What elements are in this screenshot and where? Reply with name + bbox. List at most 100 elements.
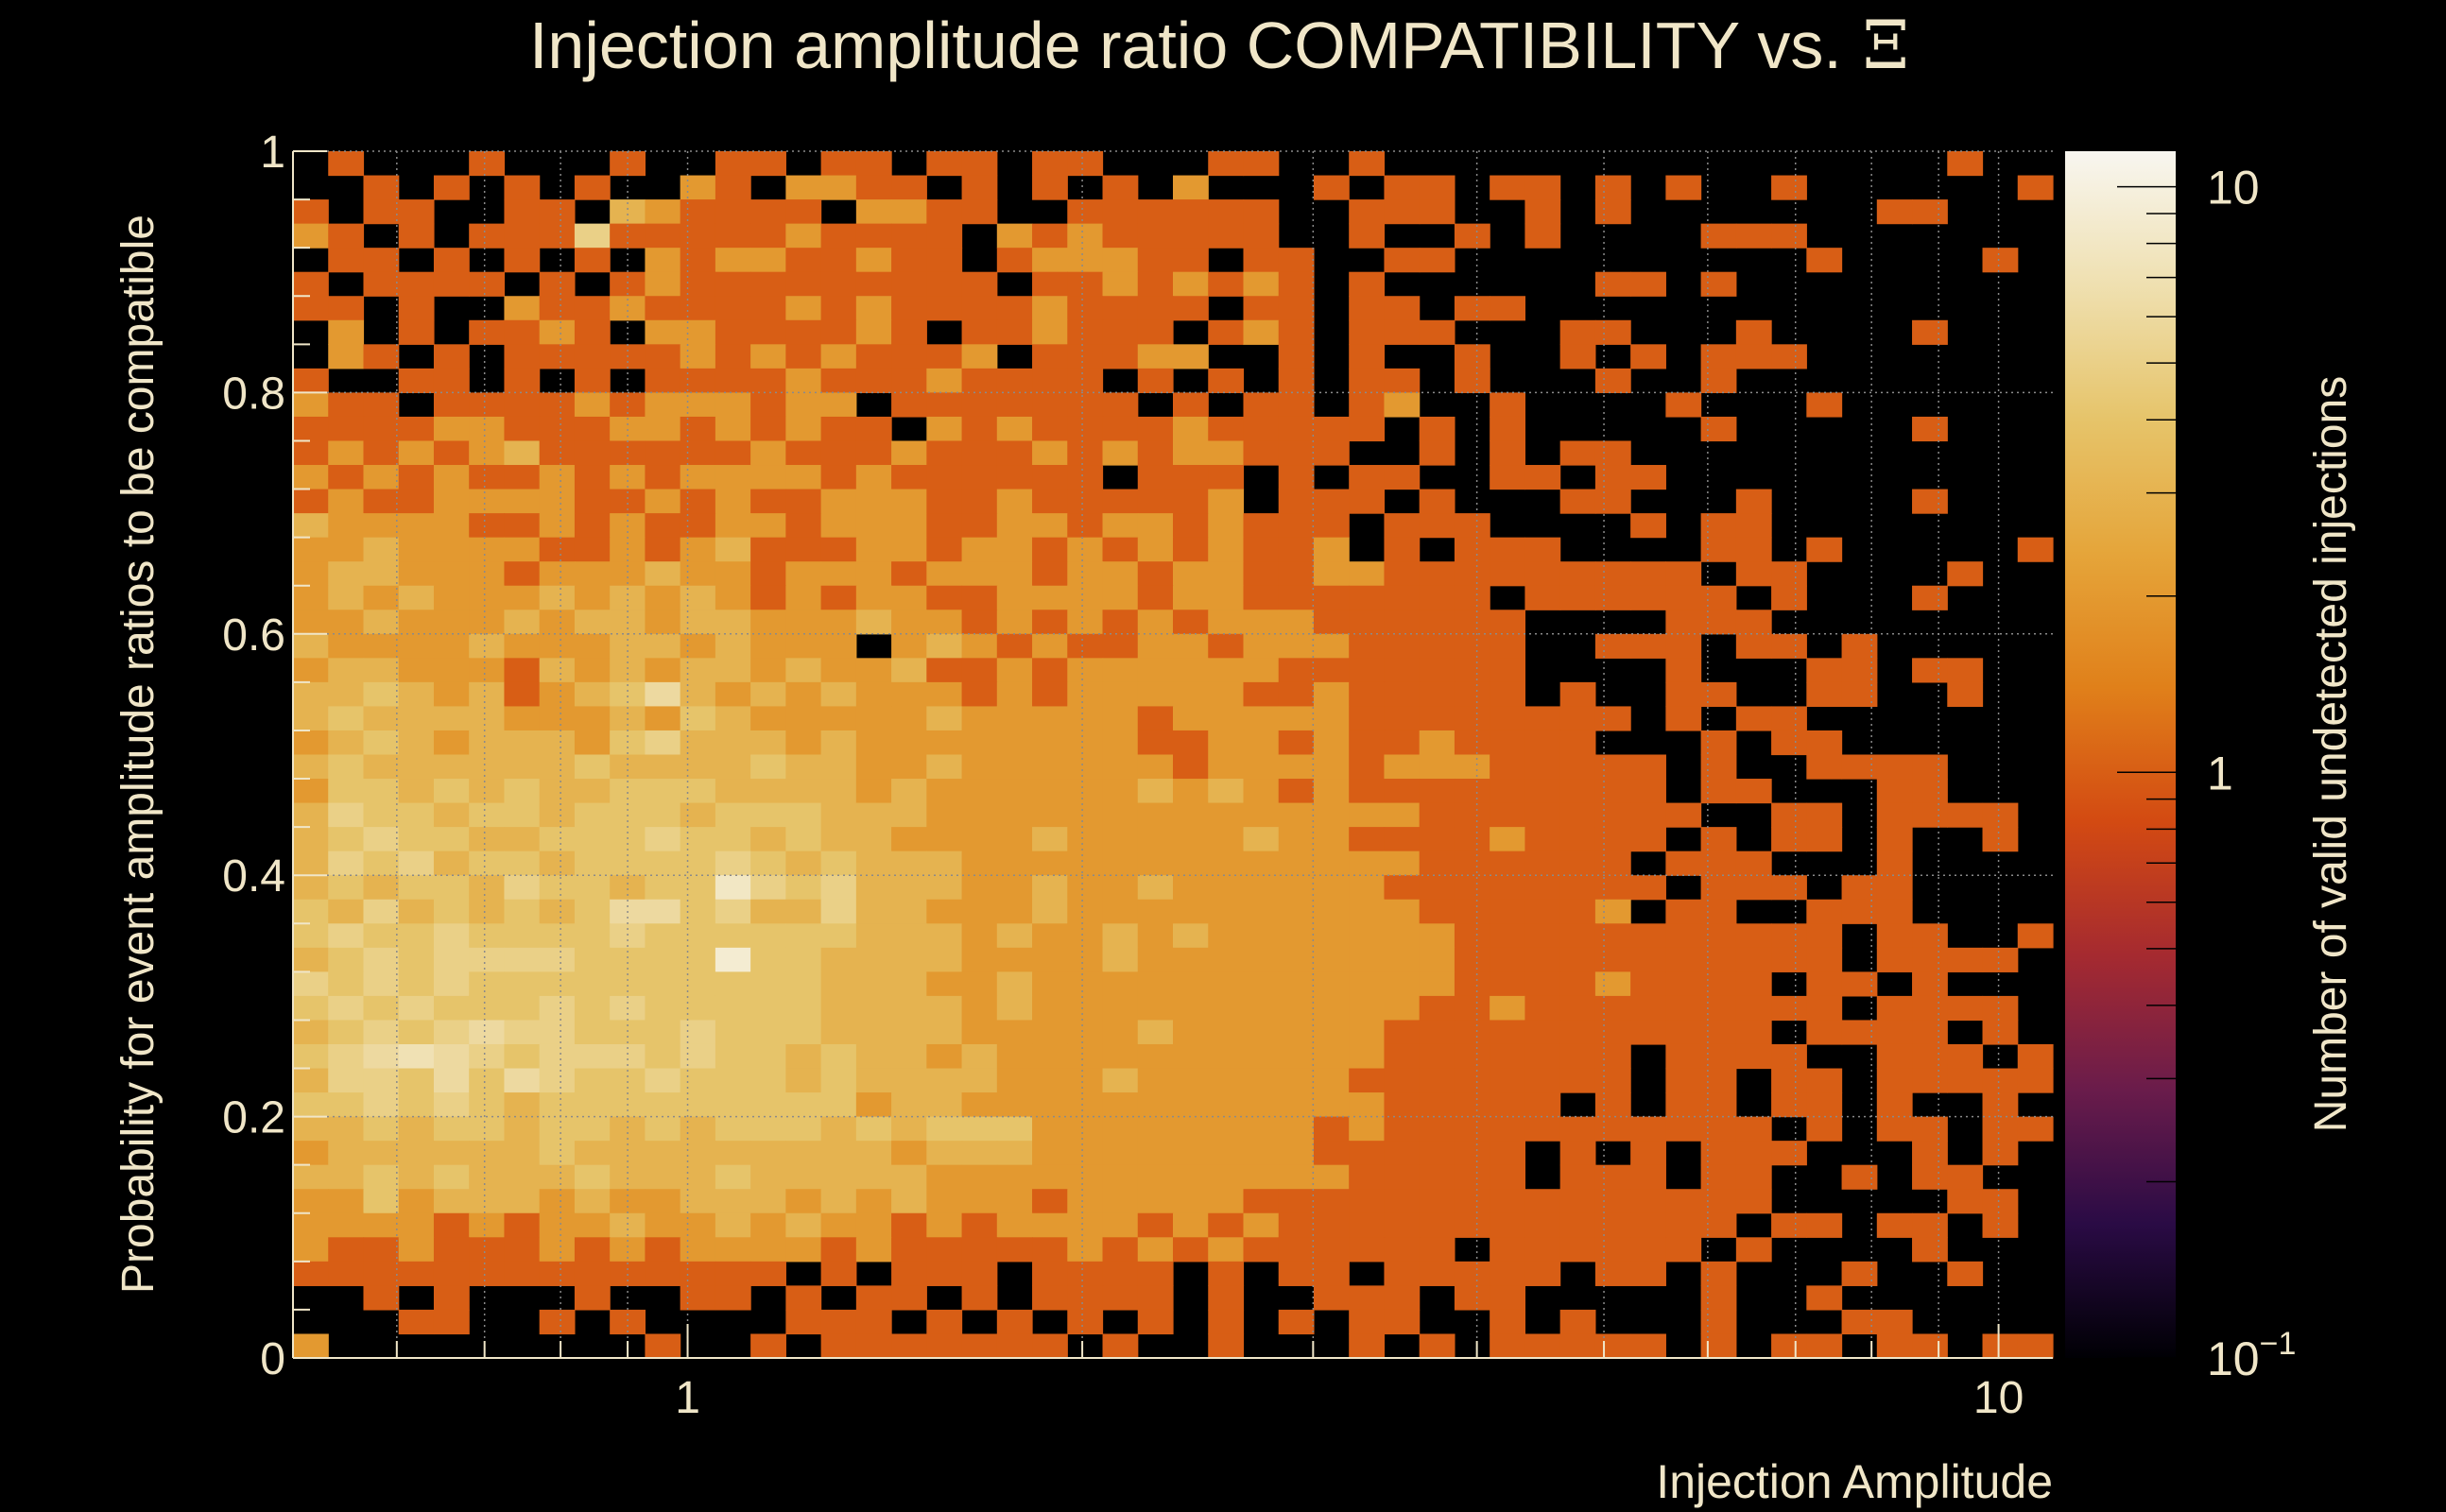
heatmap-cell bbox=[680, 1237, 716, 1263]
heatmap-cell bbox=[363, 271, 400, 297]
heatmap-cell bbox=[469, 489, 506, 514]
heatmap-cell bbox=[785, 730, 822, 756]
heatmap-cell bbox=[1313, 537, 1350, 562]
heatmap-cell bbox=[680, 1020, 716, 1045]
heatmap-cell bbox=[1384, 850, 1421, 876]
heatmap-cell bbox=[433, 923, 470, 949]
heatmap-cell bbox=[398, 1116, 435, 1142]
heatmap-cell bbox=[715, 923, 751, 949]
heatmap-cell bbox=[1278, 1164, 1315, 1190]
heatmap-cell bbox=[1454, 658, 1490, 683]
heatmap-cell bbox=[574, 875, 611, 901]
heatmap-cell bbox=[680, 802, 716, 828]
heatmap-cell bbox=[1173, 1043, 1209, 1070]
heatmap-cell bbox=[680, 1092, 716, 1118]
heatmap-cell bbox=[926, 296, 963, 321]
heatmap-cell bbox=[433, 368, 470, 393]
heatmap-cell bbox=[961, 296, 998, 321]
heatmap-cell bbox=[433, 875, 470, 901]
heatmap-cell bbox=[1700, 223, 1737, 249]
heatmap-cell bbox=[855, 1020, 892, 1045]
heatmap-cell bbox=[539, 1164, 576, 1190]
heatmap-cell bbox=[855, 319, 892, 345]
heatmap-cell bbox=[750, 730, 786, 756]
heatmap-cell bbox=[469, 1092, 506, 1118]
heatmap-cell bbox=[1490, 754, 1525, 780]
heatmap-cell bbox=[1912, 1333, 1948, 1359]
heatmap-cell bbox=[293, 1092, 329, 1118]
heatmap-cell bbox=[820, 1116, 857, 1142]
heatmap-cell bbox=[1173, 658, 1209, 683]
heatmap-cell bbox=[1384, 610, 1421, 635]
heatmap-cell bbox=[1173, 947, 1209, 972]
heatmap-cell bbox=[1490, 875, 1525, 901]
heatmap-cell bbox=[891, 368, 927, 393]
heatmap-cell bbox=[1067, 271, 1104, 297]
heatmap-cell bbox=[820, 923, 857, 949]
heatmap-cell bbox=[1384, 633, 1421, 659]
heatmap-cell bbox=[1735, 344, 1772, 369]
heatmap-cell bbox=[891, 1333, 927, 1359]
heatmap-cell bbox=[891, 344, 927, 369]
heatmap-cell bbox=[891, 947, 927, 972]
heatmap-cell bbox=[1173, 1212, 1209, 1238]
heatmap-cell bbox=[715, 730, 751, 756]
heatmap-cell bbox=[820, 1309, 857, 1335]
heatmap-cell bbox=[539, 1309, 576, 1335]
heatmap-cell bbox=[1490, 1237, 1525, 1263]
heatmap-cell bbox=[1173, 1141, 1209, 1166]
heatmap-cell bbox=[1700, 1092, 1737, 1118]
heatmap-cell bbox=[433, 248, 470, 273]
heatmap-cell bbox=[1278, 658, 1315, 683]
heatmap-cell bbox=[469, 1212, 506, 1238]
heatmap-cell bbox=[1735, 1189, 1772, 1214]
heatmap-cell bbox=[293, 489, 329, 514]
heatmap-cell bbox=[680, 899, 716, 924]
heatmap-cell bbox=[328, 416, 365, 442]
heatmap-cell bbox=[1490, 971, 1525, 997]
heatmap-cell bbox=[398, 296, 435, 321]
heatmap-cell bbox=[328, 947, 365, 972]
heatmap-cell bbox=[1384, 1092, 1421, 1118]
heatmap-cell bbox=[926, 1261, 963, 1286]
heatmap-cell bbox=[680, 1261, 716, 1286]
heatmap-cell bbox=[504, 875, 541, 901]
heatmap-cell bbox=[1243, 1212, 1280, 1238]
heatmap-cell bbox=[1278, 802, 1315, 828]
heatmap-cell bbox=[1067, 296, 1104, 321]
heatmap-cell bbox=[820, 1212, 857, 1238]
heatmap-cell bbox=[820, 1092, 857, 1118]
heatmap-cell bbox=[1490, 899, 1525, 924]
heatmap-cell bbox=[1876, 1068, 1913, 1093]
heatmap-cell bbox=[1735, 875, 1772, 901]
heatmap-cell bbox=[715, 248, 751, 273]
heatmap-cell bbox=[328, 1189, 365, 1214]
heatmap-cell bbox=[961, 1164, 998, 1190]
heatmap-cell bbox=[926, 1020, 963, 1045]
heatmap-cell bbox=[433, 1212, 470, 1238]
heatmap-cell bbox=[1912, 585, 1948, 610]
heatmap-cell bbox=[1067, 416, 1104, 442]
heatmap-cell bbox=[680, 537, 716, 562]
heatmap-cell bbox=[1630, 344, 1666, 369]
heatmap-cell bbox=[1524, 1020, 1561, 1045]
heatmap-cell bbox=[1032, 561, 1068, 587]
heatmap-cell bbox=[1700, 1068, 1737, 1093]
heatmap-cell bbox=[1032, 681, 1068, 708]
heatmap-cell bbox=[961, 368, 998, 393]
heatmap-cell bbox=[1559, 923, 1596, 949]
heatmap-cell bbox=[1032, 971, 1068, 997]
heatmap-cell bbox=[1419, 850, 1456, 876]
heatmap-cell bbox=[645, 1141, 681, 1166]
heatmap-cell bbox=[855, 561, 892, 587]
heatmap-cell bbox=[1876, 827, 1913, 852]
heatmap-cell bbox=[328, 392, 365, 418]
heatmap-cell bbox=[1137, 1212, 1174, 1238]
heatmap-cell bbox=[715, 802, 751, 828]
heatmap-cell bbox=[574, 1261, 611, 1286]
heatmap-cell bbox=[1630, 802, 1666, 828]
heatmap-cell bbox=[750, 561, 786, 587]
heatmap-cell bbox=[1454, 296, 1490, 321]
heatmap-cell bbox=[574, 971, 611, 997]
heatmap-cell bbox=[363, 658, 400, 683]
